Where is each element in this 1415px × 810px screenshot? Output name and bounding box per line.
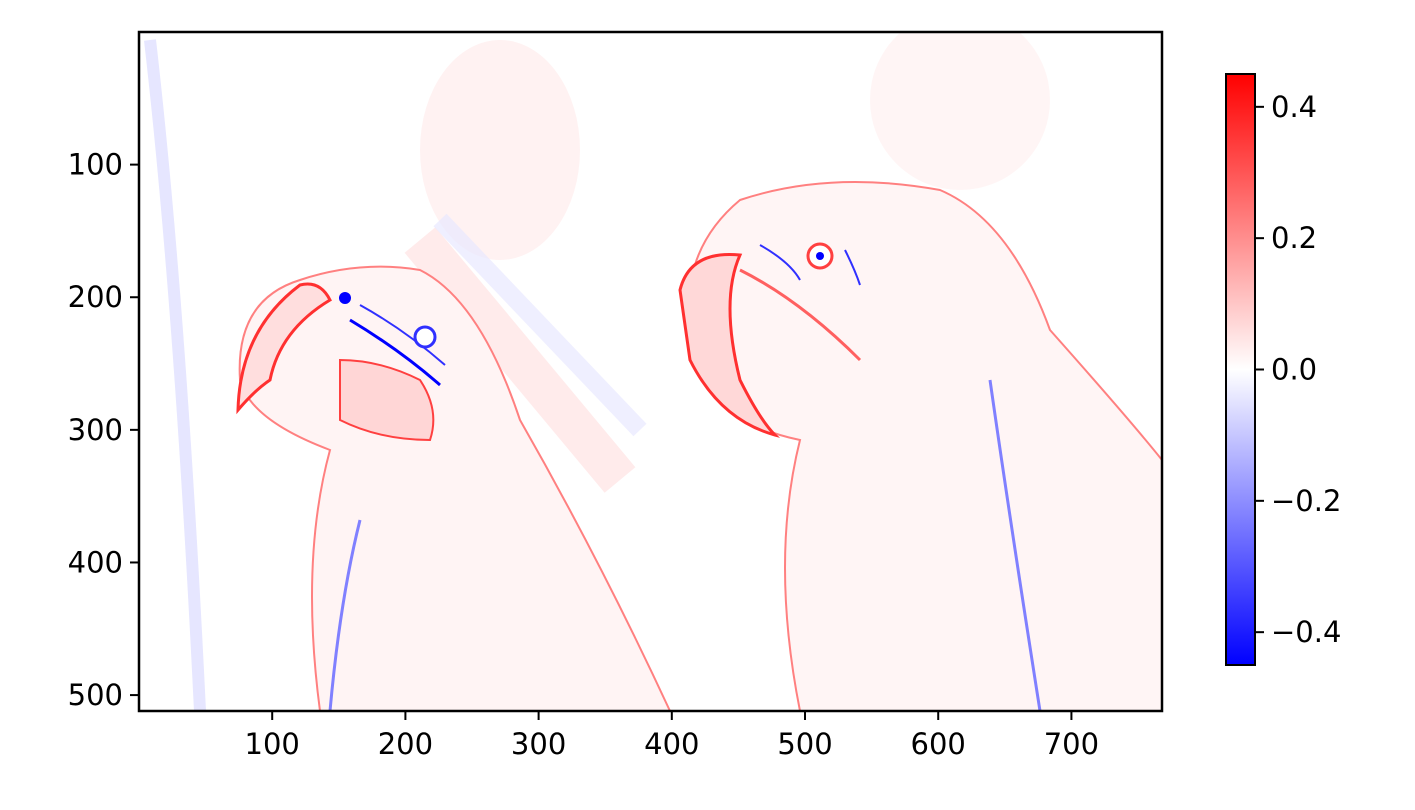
x-tick-label: 500: [777, 727, 832, 761]
x-tick-label: 200: [378, 727, 433, 761]
y-tick-label: 300: [68, 413, 123, 447]
x-tick-label: 600: [911, 727, 966, 761]
y-tick-label: 100: [68, 148, 123, 182]
right-parrot-pupil: [816, 252, 824, 260]
y-tick-label: 200: [68, 280, 123, 314]
background-blob: [870, 10, 1050, 190]
colorbar-tick-label: −0.4: [1271, 615, 1341, 649]
x-tick-label: 700: [1044, 727, 1099, 761]
x-axis: 100 200 300 400 500 600 700: [245, 711, 1100, 761]
y-axis: 100 200 300 400 500: [68, 148, 139, 712]
x-tick-label: 400: [644, 727, 699, 761]
colorbar-tick-label: 0.2: [1271, 221, 1317, 255]
colorbar: [1226, 74, 1255, 665]
y-tick-label: 500: [68, 678, 123, 712]
left-parrot-nostril: [339, 292, 351, 304]
x-tick-label: 100: [245, 727, 300, 761]
x-tick-label: 300: [511, 727, 566, 761]
y-tick-label: 400: [68, 545, 123, 579]
colorbar-tick-label: 0.0: [1271, 353, 1317, 387]
colorbar-tick-label: 0.4: [1271, 90, 1317, 124]
left-parrot-eye: [415, 327, 435, 347]
colorbar-tick-label: −0.2: [1271, 484, 1341, 518]
heatmap-image: [139, 10, 1162, 711]
colorbar-axis: 0.4 0.2 0.0 −0.2 −0.4: [1255, 90, 1341, 649]
